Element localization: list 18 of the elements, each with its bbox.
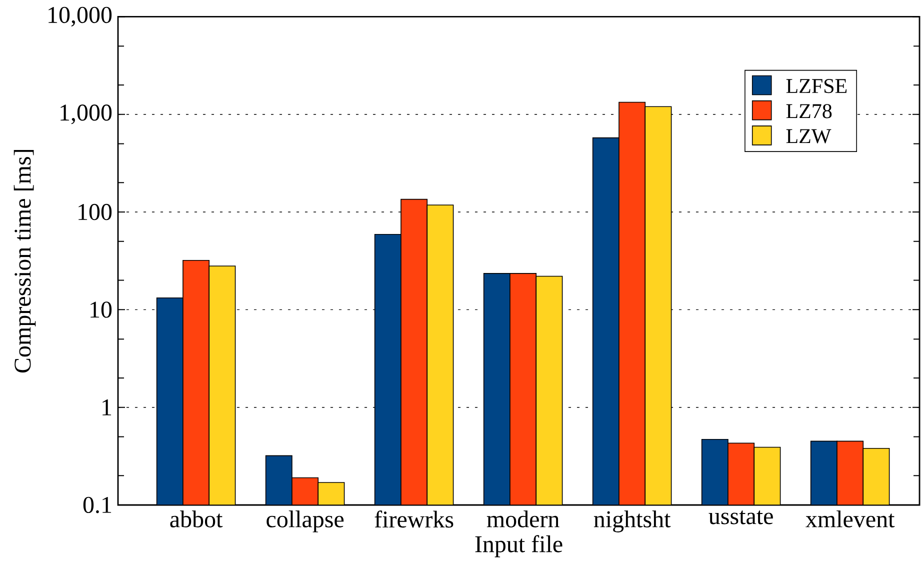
y-tick-label: 1 bbox=[102, 399, 112, 416]
x-axis-title: Input file bbox=[475, 535, 562, 558]
y-tick-label: 1,000 bbox=[60, 104, 112, 124]
x-tick-label: abbot bbox=[170, 510, 223, 528]
x-tick-label: collapse bbox=[266, 510, 344, 532]
y-tick-label: 100 bbox=[78, 204, 112, 220]
legend-label: LZW bbox=[786, 129, 832, 144]
x-tick-label: modern bbox=[486, 510, 560, 528]
x-tick-label: nightsht bbox=[594, 510, 671, 532]
x-tick-label: xmlevent bbox=[806, 510, 895, 528]
y-tick-label: 10,000 bbox=[48, 6, 112, 27]
x-tick-label: usstate bbox=[708, 510, 773, 524]
y-axis-title: Compression time [ms] bbox=[14, 150, 36, 373]
legend-label: LZ78 bbox=[786, 104, 832, 118]
legend-label: LZFSE bbox=[786, 79, 847, 94]
x-tick-label: firewrks bbox=[374, 510, 454, 528]
y-tick-label: 10 bbox=[90, 302, 112, 318]
y-tick-label: 0.1 bbox=[83, 496, 112, 514]
